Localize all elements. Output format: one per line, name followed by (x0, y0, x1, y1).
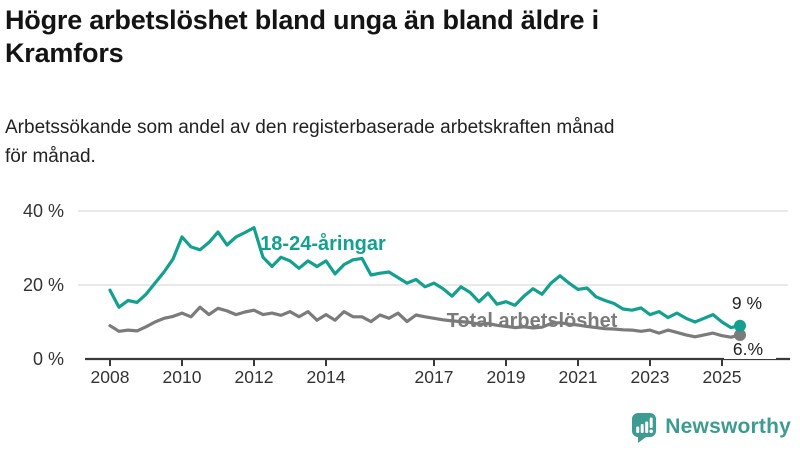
x-tick-label: 2012 (235, 367, 274, 387)
series-line-total (108, 305, 742, 339)
page-title: Högre arbetslöshet bland unga än bland ä… (5, 4, 795, 70)
page-title-line-1: Högre arbetslöshet bland unga än bland ä… (5, 5, 599, 35)
end-value-label-total: 6.% (733, 339, 763, 359)
x-tick-label: 2010 (163, 367, 202, 387)
line-chart-canvas: 2008 2010 2012 2014 2017 2019 2021 2023 2025 0 % 2… (23, 201, 790, 387)
x-tick-label: 2019 (487, 367, 526, 387)
end-label-backdrop (724, 341, 776, 359)
series-line-youth (108, 226, 742, 330)
y-tick-label: 40 % (23, 201, 64, 221)
x-tick-label: 2021 (559, 367, 598, 387)
series-label-total: Total arbetslöshet (447, 310, 618, 332)
page-title-line-2: Kramfors (5, 37, 124, 68)
chart-subtitle: Arbetssökande som andel av den registerb… (5, 114, 795, 171)
chart-subtitle-line-1: Arbetssökande som andel av den registerb… (5, 117, 615, 138)
brand-name: Newsworthy (665, 415, 791, 438)
series-label-youth: 18-24-åringar (260, 232, 386, 255)
brand-credit[interactable]: Newsworthy (631, 410, 791, 444)
y-tick-label: 0 % (33, 349, 64, 369)
x-tick-label: 2023 (631, 367, 670, 387)
end-dot-youth (734, 319, 746, 332)
x-tick-label: 2025 (703, 367, 742, 387)
line-chart: 2008 2010 2012 2014 2017 2019 2021 2023 2025 0 % 2… (0, 193, 800, 405)
newsworthy-logo-icon (632, 412, 657, 443)
y-tick-label: 20 % (23, 275, 64, 295)
end-value-label-youth: 9 % (732, 293, 762, 313)
x-tick-label: 2014 (307, 367, 346, 387)
end-dot-total (734, 328, 746, 341)
chart-subtitle-line-2: för månad. (5, 145, 96, 167)
x-tick-label: 2008 (91, 367, 130, 387)
x-tick-label: 2017 (415, 367, 454, 387)
